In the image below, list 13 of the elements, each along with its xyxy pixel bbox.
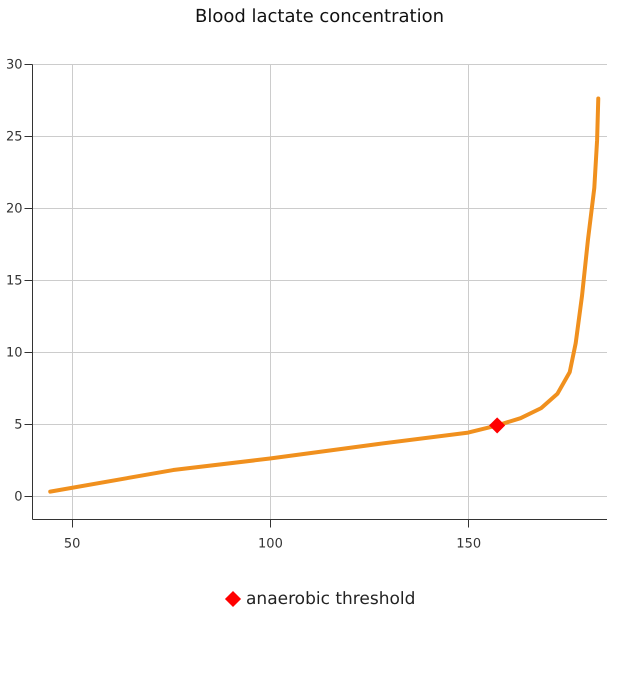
x-tick-label: 150: [456, 536, 482, 552]
y-tick-label: 20: [6, 201, 22, 216]
line-series: [48, 96, 600, 494]
y-tick-label: 10: [6, 345, 22, 360]
y-tick-label: 30: [6, 58, 22, 72]
legend-label: anaerobic threshold: [246, 589, 416, 609]
y-tick-label: 15: [6, 273, 22, 288]
y-tick-label: 25: [6, 129, 22, 144]
y-tick-label: 5: [14, 417, 22, 432]
y-tick-label: 0: [14, 489, 22, 504]
chart-title: Blood lactate concentration: [194, 6, 444, 27]
x-tick-label: 100: [258, 536, 283, 552]
x-tick-label: 50: [64, 536, 80, 552]
